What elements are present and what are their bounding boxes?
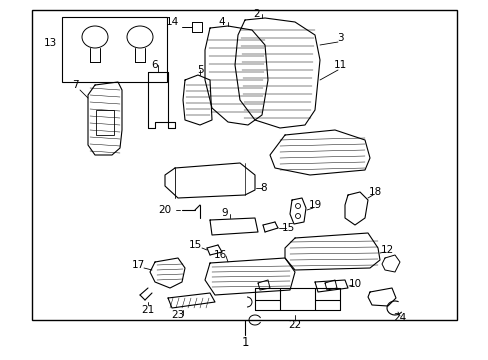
Text: 18: 18 <box>367 187 381 197</box>
Text: 12: 12 <box>380 245 393 255</box>
Text: 19: 19 <box>308 200 321 210</box>
Text: 21: 21 <box>141 305 154 315</box>
Text: 20: 20 <box>158 205 171 215</box>
Bar <box>62 17 167 82</box>
Text: 15: 15 <box>281 223 294 233</box>
Text: 1: 1 <box>241 336 248 348</box>
Text: 22: 22 <box>288 320 301 330</box>
Text: 4: 4 <box>218 17 225 27</box>
Text: 11: 11 <box>333 60 346 70</box>
Text: 14: 14 <box>165 17 178 27</box>
Text: 7: 7 <box>72 80 78 90</box>
Bar <box>96 110 114 135</box>
Text: 5: 5 <box>196 65 203 75</box>
Text: 6: 6 <box>151 60 158 70</box>
Text: 2: 2 <box>253 9 260 19</box>
Text: 8: 8 <box>260 183 267 193</box>
Text: 9: 9 <box>221 208 228 218</box>
Text: 13: 13 <box>43 38 57 48</box>
Bar <box>32 10 456 320</box>
Text: 16: 16 <box>213 250 226 260</box>
Text: 10: 10 <box>348 279 361 289</box>
Text: 24: 24 <box>392 313 406 323</box>
Text: 23: 23 <box>171 310 184 320</box>
Text: 17: 17 <box>131 260 144 270</box>
Text: 15: 15 <box>188 240 201 250</box>
Text: 3: 3 <box>336 33 343 43</box>
